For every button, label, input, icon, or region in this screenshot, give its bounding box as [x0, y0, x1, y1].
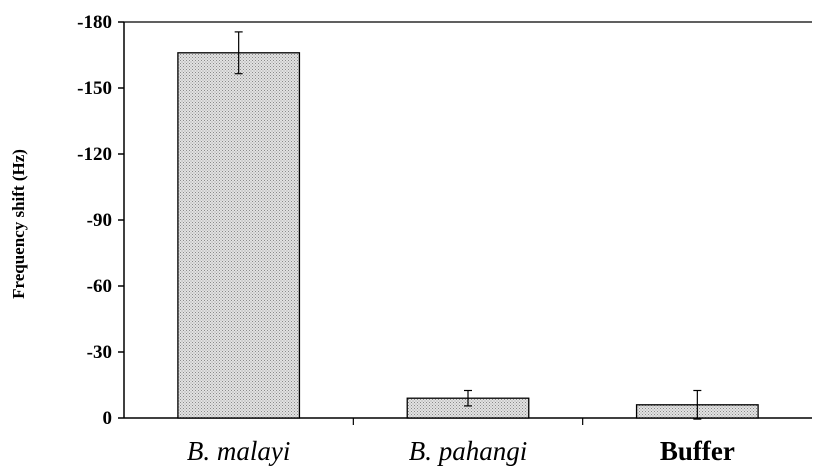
y-tick-label: -180 — [77, 12, 112, 33]
x-category-label: Buffer — [660, 436, 735, 466]
y-axis-label: Frequency shift (Hz) — [9, 149, 28, 299]
y-tick-label: 0 — [103, 408, 113, 429]
x-category-label: B. pahangi — [409, 436, 528, 466]
y-tick-label: -30 — [87, 342, 112, 363]
y-tick-label: -150 — [77, 78, 112, 99]
bar — [177, 52, 301, 419]
y-tick-label: -60 — [87, 276, 112, 297]
plot-area: -180 -150 -120 -90 -60 -30 0 B. malayi B. pahang… — [77, 12, 812, 466]
y-tick-label: -120 — [77, 144, 112, 165]
y-tick-label: -90 — [87, 210, 112, 231]
x-category-label: B. malayi — [187, 436, 290, 466]
